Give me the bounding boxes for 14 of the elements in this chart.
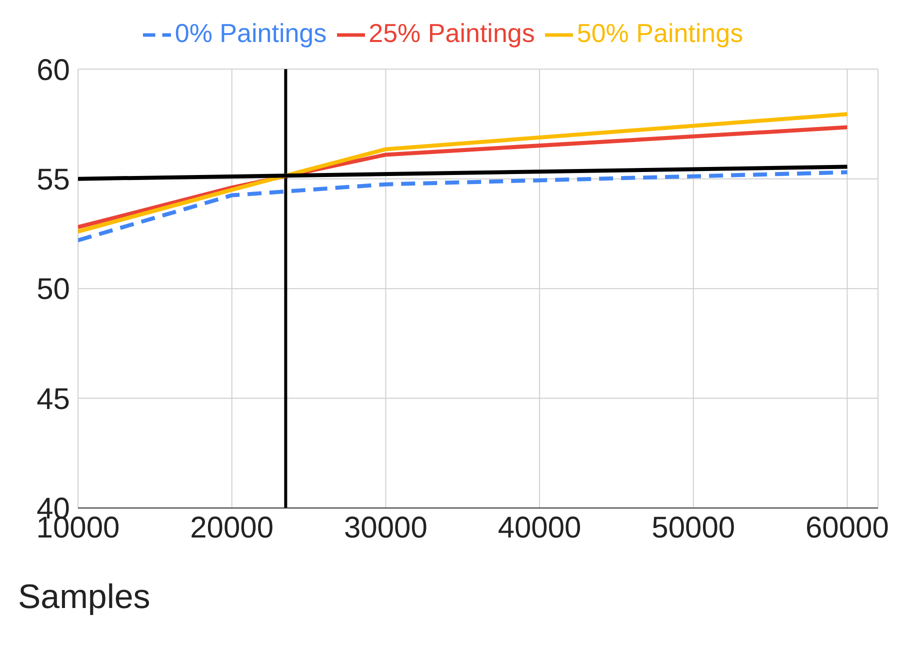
x-tick-label: 40000 bbox=[498, 511, 582, 544]
legend-label: 50% Paintings bbox=[576, 18, 744, 48]
legend-label: 25% Paintings bbox=[368, 18, 535, 48]
legend-label: 0% Paintings bbox=[174, 18, 327, 48]
x-axis-title: Samples bbox=[18, 578, 152, 617]
y-tick-label: 50 bbox=[36, 273, 70, 306]
y-tick-label: 60 bbox=[36, 54, 70, 87]
line-series bbox=[78, 170, 850, 242]
y-tick-label: 45 bbox=[36, 382, 70, 416]
x-tick-label: 20000 bbox=[190, 511, 274, 544]
y-tick-label: 55 bbox=[36, 163, 70, 196]
x-tick-label: 50000 bbox=[652, 511, 736, 544]
x-tick-label: 30000 bbox=[344, 511, 428, 544]
x-tick-label: 60000 bbox=[806, 511, 889, 544]
